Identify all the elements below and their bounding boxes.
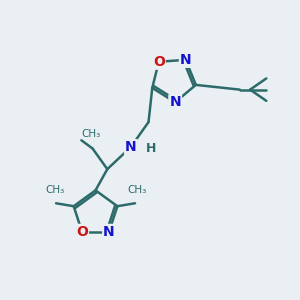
Text: CH₃: CH₃	[45, 185, 64, 195]
Text: H: H	[146, 142, 157, 155]
Text: N: N	[125, 140, 137, 154]
Text: CH₃: CH₃	[127, 185, 146, 195]
Text: O: O	[153, 55, 165, 69]
Text: N: N	[103, 225, 115, 239]
Text: O: O	[76, 225, 88, 239]
Text: CH₃: CH₃	[82, 129, 101, 139]
Text: N: N	[169, 95, 181, 109]
Text: N: N	[180, 53, 191, 67]
